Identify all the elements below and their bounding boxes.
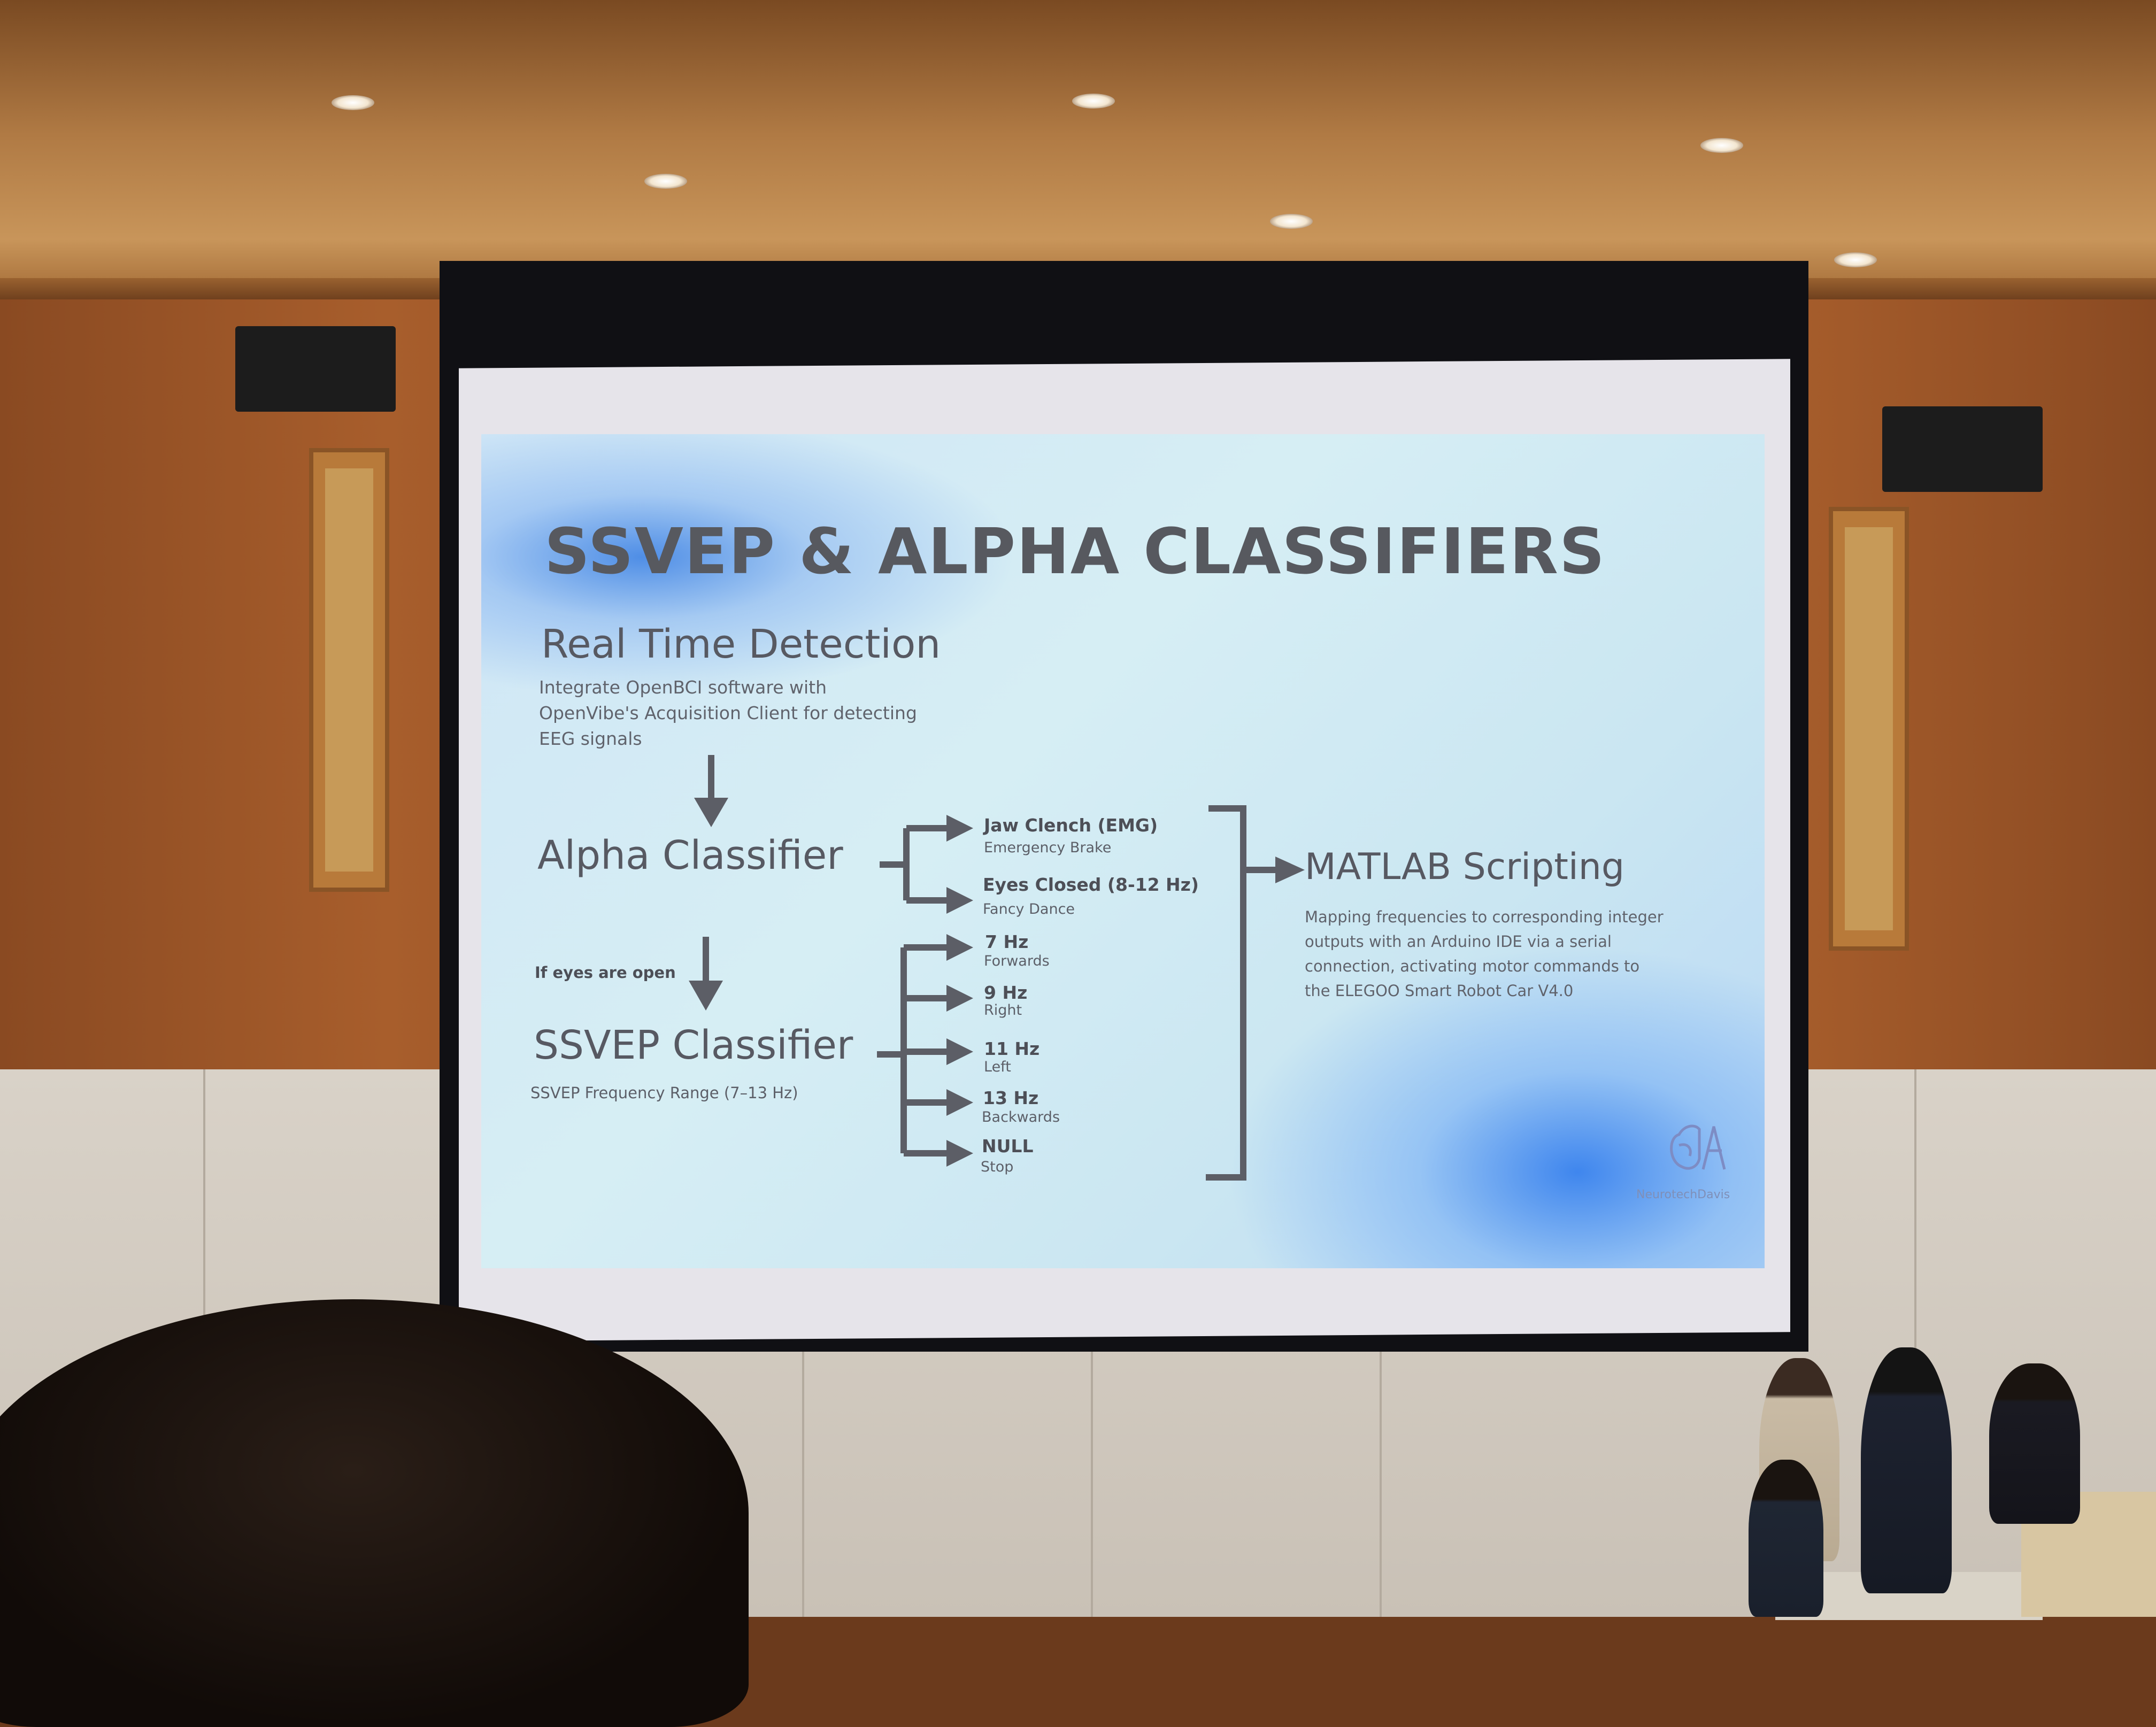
matlab-line: outputs with an Arduino IDE via a serial xyxy=(1305,932,1612,951)
alpha-classifier-heading: Alpha Classifier xyxy=(537,832,843,878)
presenter xyxy=(1861,1347,1952,1593)
down-arrow-head xyxy=(689,981,723,1011)
speaker-left xyxy=(235,326,396,412)
bracket xyxy=(1206,805,1246,1181)
alpha-output-label: Jaw Clench (EMG) xyxy=(984,815,1158,836)
wall-slot-left xyxy=(309,448,389,892)
neurotech-logo-icon xyxy=(1670,1124,1726,1170)
ssvep-output-label: 13 Hz xyxy=(983,1088,1039,1108)
real-time-line: OpenVibe's Acquisition Client for detect… xyxy=(539,703,917,723)
ssvep-output-action: Right xyxy=(984,1002,1022,1019)
matlab-heading: MATLAB Scripting xyxy=(1305,846,1625,888)
ceiling-light xyxy=(1270,214,1313,229)
matlab-line: Mapping frequencies to corresponding int… xyxy=(1305,908,1664,926)
real-time-heading: Real Time Detection xyxy=(541,621,941,667)
ceiling-light xyxy=(1700,138,1743,153)
ssvep-output-action: Left xyxy=(984,1059,1011,1075)
matlab-line: the ELEGOO Smart Robot Car V4.0 xyxy=(1305,982,1574,1000)
arrow-head xyxy=(1275,857,1305,883)
arrow-head xyxy=(946,887,973,914)
arrow-head xyxy=(946,1089,973,1116)
ssvep-frequency-range: SSVEP Frequency Range (7–13 Hz) xyxy=(530,1084,798,1102)
speaker-right xyxy=(1882,406,2043,492)
matlab-line: connection, activating motor commands to xyxy=(1305,957,1640,975)
ssvep-output-action: Stop xyxy=(981,1159,1014,1175)
alpha-output-action: Emergency Brake xyxy=(984,839,1112,856)
ceiling xyxy=(0,0,2156,299)
ceiling-light xyxy=(1072,94,1115,109)
ceiling-light xyxy=(644,174,687,189)
alpha-output-label: Eyes Closed (8-12 Hz) xyxy=(983,874,1199,895)
arrow-head xyxy=(946,985,973,1012)
ceiling-light xyxy=(332,95,374,110)
slide-title: SSVEP & ALPHA CLASSIFIERS xyxy=(544,514,1606,588)
real-time-line: Integrate OpenBCI software with xyxy=(539,677,827,698)
arrow-head xyxy=(946,934,973,961)
seated-presenter xyxy=(1749,1460,1823,1617)
down-arrow-head xyxy=(694,798,728,827)
real-time-line: EEG signals xyxy=(539,728,642,749)
audience-head xyxy=(0,1299,749,1727)
ssvep-output-action: Forwards xyxy=(984,953,1050,969)
ssvep-output-label: 7 Hz xyxy=(985,931,1029,952)
ceiling-light xyxy=(1834,252,1877,267)
ssvep-classifier-heading: SSVEP Classifier xyxy=(534,1022,853,1068)
ssvep-output-label: 11 Hz xyxy=(984,1038,1040,1059)
arrow-head xyxy=(946,1038,973,1065)
alpha-output-action: Fancy Dance xyxy=(983,901,1075,918)
wall-panel-seam xyxy=(1914,1069,1916,1617)
arrow-head xyxy=(946,815,973,842)
wall-slot-right xyxy=(1829,507,1909,951)
ssvep-output-action: Backwards xyxy=(982,1109,1060,1125)
flow-arrows xyxy=(689,755,1305,1181)
presentation-slide: SSVEP & ALPHA CLASSIFIERS Real Time Dete… xyxy=(481,434,1765,1268)
eyes-open-condition: If eyes are open xyxy=(535,963,676,982)
presenter xyxy=(1989,1363,2080,1524)
arrow-head xyxy=(946,1140,973,1167)
ssvep-output-label: 9 Hz xyxy=(984,982,1028,1003)
real-time-text: Integrate OpenBCI software with OpenVibe… xyxy=(539,675,1020,752)
matlab-text: Mapping frequencies to corresponding int… xyxy=(1305,905,1732,1003)
ssvep-output-label: NULL xyxy=(982,1136,1034,1157)
logo-wordmark: NeurotechDavis xyxy=(1636,1188,1730,1201)
